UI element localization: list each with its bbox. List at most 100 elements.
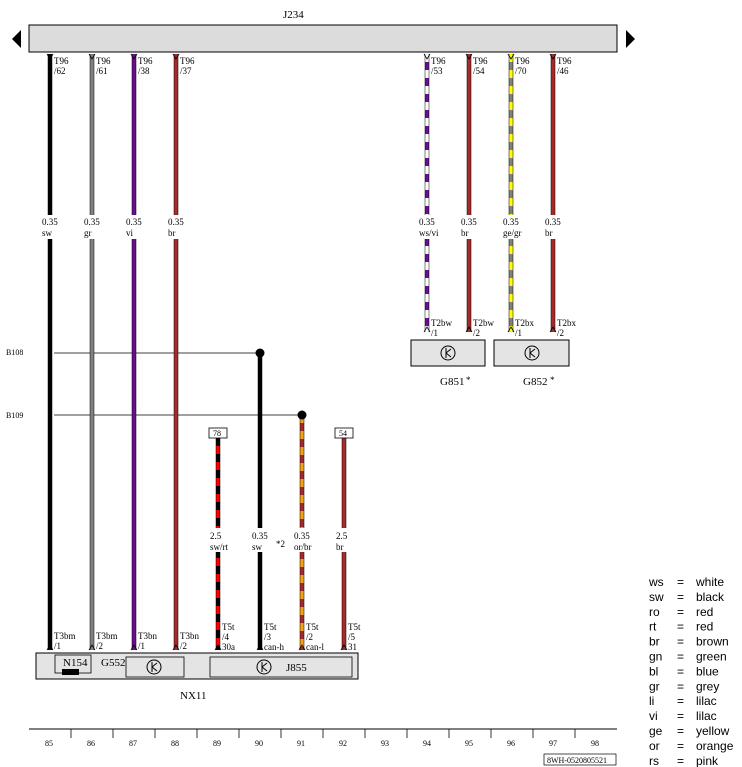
top-pin-label: /62 xyxy=(54,66,66,76)
legend-color-name: yellow xyxy=(696,724,730,738)
legend-equals: = xyxy=(677,590,684,604)
wire-color-label: sw/rt xyxy=(210,542,228,552)
legend-color-name: blue xyxy=(696,664,719,678)
bottom-pin-label: /5 xyxy=(348,632,356,642)
ruler: 85 86 87 88 89 90 91 92 93 94 95 96 97 98 xyxy=(45,729,599,748)
labels-layer: T96/620.35swT3bm/1T96/610.35grT3bm/2T96/… xyxy=(36,56,576,652)
bottom-connector-label: T3bn xyxy=(138,631,157,641)
wire-color-label: gr xyxy=(84,228,92,238)
top-connector-label: T96 xyxy=(431,56,446,66)
legend-equals: = xyxy=(677,709,684,723)
wire-gauge-label: 0.35 xyxy=(168,217,184,227)
transistor-icon xyxy=(261,662,268,672)
legend-code: vi xyxy=(649,709,658,723)
scroll-left-arrow-icon[interactable] xyxy=(12,30,21,48)
ruler-number: 88 xyxy=(171,739,179,748)
legend-code: bl xyxy=(649,664,658,678)
wire-38 xyxy=(131,54,137,650)
legend-code: rt xyxy=(649,620,657,634)
legend-equals: = xyxy=(677,635,684,649)
component-g552-box xyxy=(125,656,185,678)
bottom-connector-label: T5t xyxy=(222,622,235,632)
wire-70 xyxy=(508,54,514,332)
legend-code: rs xyxy=(649,754,659,767)
transistor-icon xyxy=(529,348,536,358)
legend-code: br xyxy=(649,635,660,649)
color-legend: ws = white sw = black ro = red rt = red br = brown gn = g… xyxy=(648,575,734,767)
legend-color-name: black xyxy=(696,590,725,604)
top-connector-label: T96 xyxy=(515,56,530,66)
bottom-pin-label: /2 xyxy=(473,328,480,338)
component-j855-label: J855 xyxy=(286,662,307,674)
ruler-number: 95 xyxy=(465,739,473,748)
wire-gauge-label: 0.35 xyxy=(545,217,561,227)
wire-37 xyxy=(173,54,179,650)
legend-equals: = xyxy=(677,724,684,738)
doc-id-box xyxy=(543,753,617,766)
legend-equals: = xyxy=(677,575,684,589)
top-pin-label: /38 xyxy=(138,66,150,76)
legend-color-name: red xyxy=(696,605,713,619)
legend-code: ge xyxy=(649,724,663,738)
bottom-pin-label: /1 xyxy=(515,328,522,338)
top-connector-label: T96 xyxy=(557,56,572,66)
bottom-connector-label: T2bw xyxy=(431,318,452,328)
ruler-number: 87 xyxy=(129,739,137,748)
legend-equals: = xyxy=(677,650,684,664)
splice-b109 xyxy=(297,410,307,420)
wire-color-label: sw xyxy=(252,542,263,552)
legend-equals: = xyxy=(677,694,684,708)
top-connector-label: T96 xyxy=(96,56,111,66)
bottom-pin-label: /2 xyxy=(557,328,564,338)
component-g552-symbol-icon xyxy=(146,659,162,675)
sensor-g851-mark: * xyxy=(466,375,471,385)
legend-code: sw xyxy=(649,590,664,604)
wire-color-label: ge/gr xyxy=(503,228,522,238)
component-j855-box xyxy=(209,656,353,678)
top-connector-label: T96 xyxy=(54,56,69,66)
bottom-pin-label: /2 xyxy=(180,641,187,651)
top-connector-label: T96 xyxy=(473,56,488,66)
signal-label: 31 xyxy=(348,642,357,652)
wire-t5t-3 xyxy=(257,353,263,650)
transistor-icon xyxy=(151,662,158,672)
sensor-g852-housing xyxy=(493,339,570,367)
legend-color-name: white xyxy=(695,575,724,589)
bus-label-b109: B109 xyxy=(6,411,23,420)
bottom-pin-label: /1 xyxy=(138,641,145,651)
wire-gauge-label: 0.35 xyxy=(461,217,477,227)
sensor-g852-label: G852 xyxy=(523,376,547,388)
wire-62 xyxy=(47,54,53,650)
wire-color-label: br xyxy=(545,228,553,238)
component-n154-coil-icon xyxy=(62,669,79,675)
component-g552-label: G552 xyxy=(101,657,125,669)
legend-equals: = xyxy=(677,739,684,753)
legend-equals: = xyxy=(677,620,684,634)
sensor-g851-housing xyxy=(410,339,486,367)
bottom-pin-label: /2 xyxy=(96,641,103,651)
legend-color-name: grey xyxy=(696,679,719,693)
legend-color-name: pink xyxy=(696,754,719,767)
transistor-icon xyxy=(445,348,452,358)
legend-color-name: brown xyxy=(696,635,729,649)
top-pin-label: /53 xyxy=(431,66,443,76)
wire-54 xyxy=(466,54,472,332)
legend-code: gr xyxy=(649,679,660,693)
splice-b108 xyxy=(255,348,265,358)
ruler-number: 96 xyxy=(507,739,515,748)
ruler-number: 85 xyxy=(45,739,53,748)
legend-equals: = xyxy=(677,605,684,619)
bottom-connector-label: T3bn xyxy=(180,631,199,641)
signal-label: can-l xyxy=(306,642,324,652)
ruler-number: 89 xyxy=(213,739,221,748)
scroll-right-arrow-icon[interactable] xyxy=(626,30,635,48)
footnote-marker: *2 xyxy=(276,539,285,549)
wire-gauge-label: 0.35 xyxy=(42,217,58,227)
reference-box xyxy=(208,427,228,439)
bottom-pin-label: /2 xyxy=(306,632,313,642)
legend-color-name: orange xyxy=(696,739,734,753)
wire-gauge-label: 0.35 xyxy=(252,531,268,541)
legend-color-name: lilac xyxy=(696,709,717,723)
ruler-number: 90 xyxy=(255,739,263,748)
top-connector-label: T96 xyxy=(180,56,195,66)
